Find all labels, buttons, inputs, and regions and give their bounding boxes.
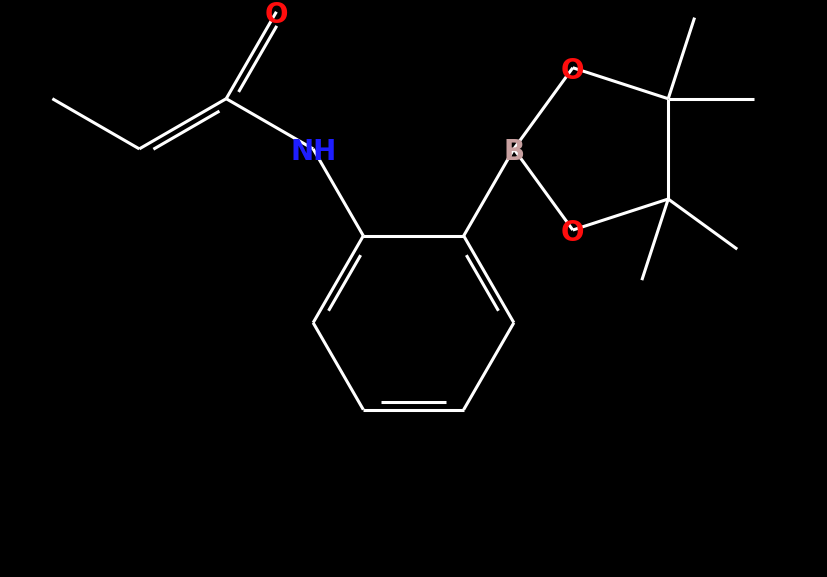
Text: O: O [561,57,585,85]
Text: O: O [265,1,288,29]
Text: NH: NH [290,138,337,166]
Text: O: O [561,219,585,247]
Text: B: B [504,138,524,166]
